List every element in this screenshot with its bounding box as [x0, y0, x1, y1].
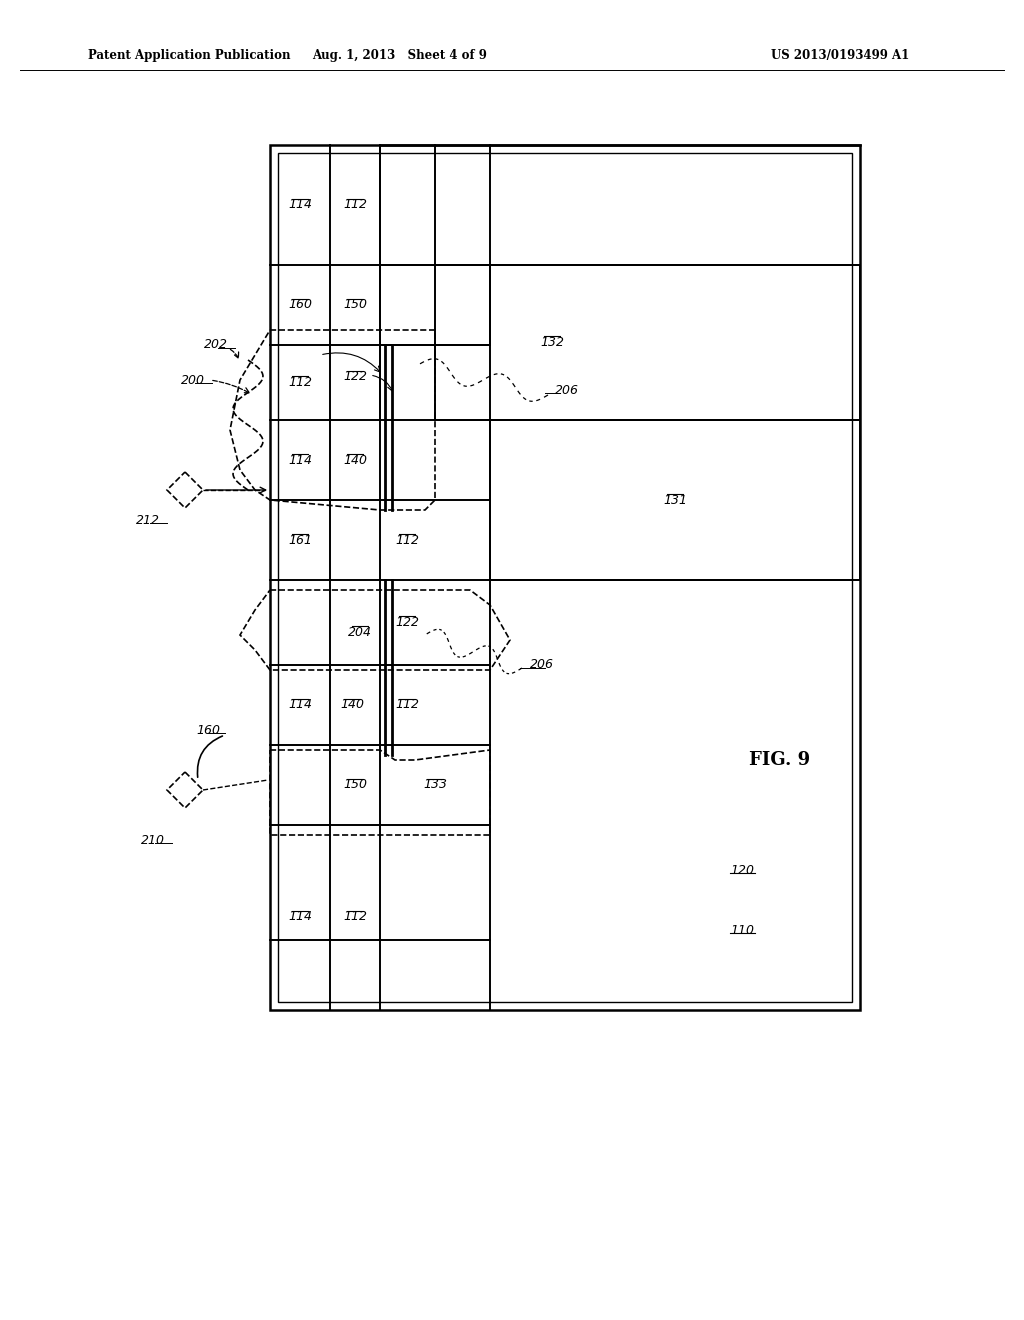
Bar — [270, 145, 860, 1010]
Text: 133: 133 — [423, 779, 447, 792]
Text: 140: 140 — [340, 698, 364, 711]
Text: 160: 160 — [288, 298, 312, 312]
Text: 160: 160 — [196, 723, 220, 737]
Text: 112: 112 — [288, 375, 312, 388]
Text: 150: 150 — [343, 779, 367, 792]
Text: 210: 210 — [141, 833, 165, 846]
Text: US 2013/0193499 A1: US 2013/0193499 A1 — [771, 49, 909, 62]
Text: 161: 161 — [288, 533, 312, 546]
Text: Aug. 1, 2013   Sheet 4 of 9: Aug. 1, 2013 Sheet 4 of 9 — [312, 49, 487, 62]
Bar — [278, 153, 852, 1002]
Text: 202: 202 — [204, 338, 228, 351]
Bar — [435, 265, 860, 420]
Text: 200: 200 — [181, 374, 205, 387]
Text: 110: 110 — [730, 924, 754, 936]
Text: 112: 112 — [395, 533, 419, 546]
Text: 206: 206 — [555, 384, 579, 396]
Text: 114: 114 — [288, 198, 312, 211]
Text: 204: 204 — [348, 626, 372, 639]
Bar — [380, 265, 490, 345]
Text: 112: 112 — [395, 698, 419, 711]
Text: 112: 112 — [343, 198, 367, 211]
Text: FIG. 9: FIG. 9 — [750, 751, 811, 770]
Text: 112: 112 — [343, 911, 367, 924]
Text: 206: 206 — [530, 659, 554, 672]
Text: 114: 114 — [288, 454, 312, 466]
Text: 114: 114 — [288, 911, 312, 924]
Text: 114: 114 — [288, 698, 312, 711]
Text: 140: 140 — [343, 454, 367, 466]
Text: 212: 212 — [136, 513, 160, 527]
Text: 122: 122 — [395, 615, 419, 628]
Text: 132: 132 — [540, 335, 564, 348]
Bar — [490, 420, 860, 579]
Text: Patent Application Publication: Patent Application Publication — [88, 49, 291, 62]
Text: 131: 131 — [663, 494, 687, 507]
Text: 122: 122 — [343, 371, 367, 384]
Text: 150: 150 — [343, 298, 367, 312]
Text: 120: 120 — [730, 863, 754, 876]
